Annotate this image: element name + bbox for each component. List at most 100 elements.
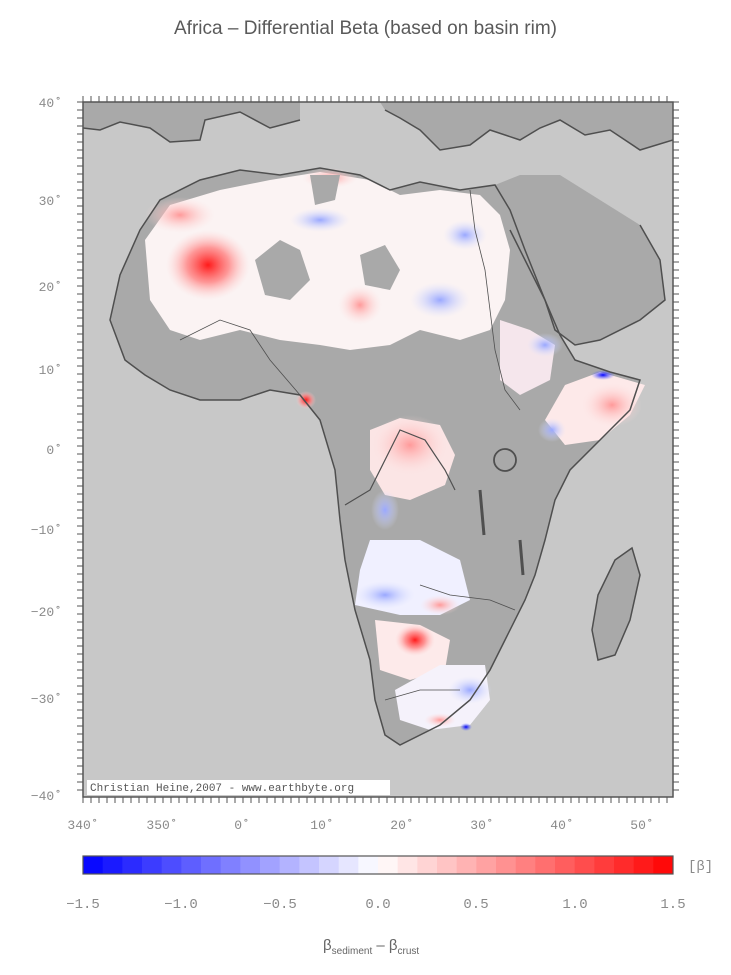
colorbar-segment (338, 856, 359, 874)
beta-spot-congo-blue (371, 490, 399, 530)
beta-spot-chad (338, 285, 382, 325)
beta-spot-kalahari (395, 624, 435, 656)
colorbar-segment (279, 856, 300, 874)
beta-gap-central (310, 175, 340, 205)
colorbar-segment (456, 856, 477, 874)
arabia-coastline (509, 224, 666, 346)
europe-east-landmass (380, 102, 673, 150)
lat-label: 30˚ (39, 194, 62, 209)
lat-label: 0˚ (46, 443, 62, 458)
beta-spot-mauritania (166, 230, 250, 300)
europe-landmass (83, 102, 300, 142)
colorbar-segment (614, 856, 635, 874)
colorbar-tick-label: −1.0 (164, 897, 198, 913)
niger-river (179, 319, 301, 396)
colorbar-segment (574, 856, 595, 874)
africa-coastline (109, 167, 641, 746)
beta-gap-tibesti (360, 245, 400, 290)
nile-river (469, 189, 521, 411)
axis-title-beta1: β (323, 937, 332, 954)
europe-coastline (83, 111, 301, 143)
beta-spot-kenya-blue (538, 418, 566, 442)
colorbar-segment (83, 856, 104, 874)
colorbar-labels: −1.5 −1.0 −0.5 0.0 0.5 1.0 1.5 (66, 897, 685, 913)
colorbar-segment (142, 856, 163, 874)
colorbar-segment (319, 856, 340, 874)
colorbar-axis-title: βsediment – βcrust (323, 937, 419, 957)
lon-label: 30˚ (470, 818, 493, 833)
beta-field-layer (145, 168, 645, 731)
axis-title-sub-sediment: sediment (332, 946, 373, 957)
colorbar-segment (555, 856, 576, 874)
axis-title-mid: – β (372, 937, 398, 954)
lon-label: 10˚ (310, 818, 333, 833)
credit-box (87, 780, 390, 795)
colorbar-tick-label: −1.5 (66, 897, 100, 913)
colorbar-tick-label: 1.0 (562, 897, 587, 913)
beta-gap-hoggar (255, 240, 310, 300)
colorbar-segment (378, 856, 399, 874)
longitude-labels: 340˚ 350˚ 0˚ 10˚ 20˚ 30˚ 40˚ 50˚ (67, 818, 653, 833)
lake-victoria (493, 448, 517, 472)
beta-spot-angola-blue (355, 581, 415, 609)
colorbar-segment (594, 856, 615, 874)
colorbar-segment (476, 856, 497, 874)
arabia-landmass (495, 175, 665, 345)
lon-label: 350˚ (146, 818, 177, 833)
lat-label: 20˚ (39, 280, 62, 295)
lon-label: 40˚ (550, 818, 573, 833)
lon-label: 0˚ (234, 818, 250, 833)
beta-spot-congo (372, 415, 448, 475)
lat-label: 10˚ (39, 363, 62, 378)
axis-title-sub-crust: crust (398, 946, 420, 957)
lon-label: 20˚ (390, 818, 413, 833)
colorbar-segment (417, 856, 438, 874)
madagascar (592, 548, 640, 660)
colorbar-tick-label: 1.5 (660, 897, 685, 913)
colorbar-segment (397, 856, 418, 874)
lat-label: −30˚ (31, 692, 62, 707)
beta-spot-angola-pink (420, 595, 460, 615)
colorbar-segment (633, 856, 654, 874)
colorbar-segment (240, 856, 261, 874)
lat-label: −20˚ (31, 605, 62, 620)
colorbar-segment (515, 856, 536, 874)
zambezi-river (419, 584, 516, 611)
beta-spot-nw-pink (145, 197, 215, 233)
lake-tanganyika (478, 489, 486, 536)
beta-spot-somalia (582, 383, 642, 427)
colorbar-segment (220, 856, 241, 874)
lon-label: 340˚ (67, 818, 98, 833)
colorbar-segment (102, 856, 123, 874)
colorbar-tick-label: 0.5 (463, 897, 488, 913)
lat-label: −10˚ (31, 523, 62, 538)
beta-spot-sudan-blue (410, 282, 470, 318)
colorbar-frame (82, 855, 674, 875)
colorbar (83, 856, 674, 874)
colorbar-tick-label: −0.5 (263, 897, 297, 913)
madagascar-coastline (591, 546, 641, 661)
congo-river (344, 429, 456, 506)
lat-label: 40˚ (39, 96, 62, 111)
colorbar-segment (201, 856, 222, 874)
colorbar-segment (496, 856, 517, 874)
colorbar-segment (358, 856, 379, 874)
latitude-labels: 40˚ 30˚ 20˚ 10˚ 0˚ −10˚ −20˚ −30˚ −40˚ (31, 96, 62, 804)
lake-malawi (518, 539, 525, 576)
europe-east-coastline (384, 109, 673, 151)
colorbar-segment (437, 856, 458, 874)
colorbar-unit: [β] (688, 859, 713, 875)
colorbar-segment (299, 856, 320, 874)
colorbar-segment (181, 856, 202, 874)
beta-spot-afar-blue (527, 333, 563, 357)
orange-river (384, 689, 460, 701)
beta-spot-cape-pink (424, 713, 456, 727)
colorbar-tick-label: 0.0 (365, 897, 390, 913)
credit-text: Christian Heine,2007 - www.earthbyte.org (90, 783, 354, 795)
colorbar-segment (161, 856, 182, 874)
colorbar-segment (122, 856, 143, 874)
map-content (83, 102, 673, 746)
beta-spot-somalia-blue (591, 370, 615, 380)
page-title: Africa – Differential Beta (based on bas… (174, 18, 557, 39)
